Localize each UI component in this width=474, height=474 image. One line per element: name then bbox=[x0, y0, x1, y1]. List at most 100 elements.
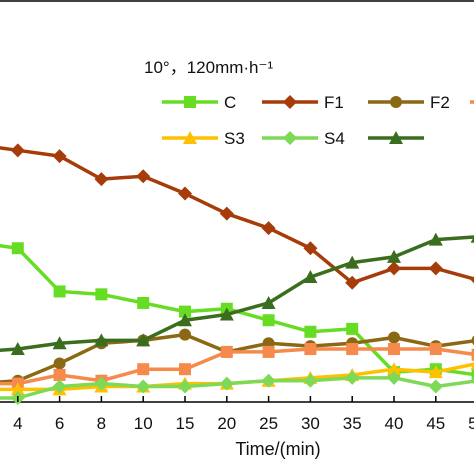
data-point bbox=[304, 325, 317, 338]
data-point bbox=[10, 342, 25, 356]
data-point bbox=[136, 333, 151, 347]
legend-item: S4 bbox=[262, 129, 345, 148]
legend-item bbox=[368, 131, 424, 144]
data-point bbox=[388, 343, 400, 356]
data-point bbox=[428, 379, 443, 394]
series-unlabeled bbox=[0, 232, 474, 356]
data-point bbox=[471, 335, 474, 346]
data-point bbox=[345, 275, 360, 290]
x-tick-label: 6 bbox=[55, 414, 64, 433]
data-point bbox=[346, 343, 359, 356]
data-point bbox=[179, 328, 191, 341]
x-tick-label: 15 bbox=[176, 414, 195, 433]
data-point bbox=[387, 261, 401, 276]
series-f1 bbox=[0, 143, 474, 290]
data-point bbox=[303, 241, 318, 256]
legend-label: S4 bbox=[324, 129, 345, 148]
legend-swatch-marker bbox=[283, 95, 297, 109]
x-axis-title: Time/(min) bbox=[235, 439, 320, 459]
data-point bbox=[136, 379, 151, 394]
data-point bbox=[387, 362, 401, 376]
x-tick-label: 45 bbox=[426, 414, 445, 433]
data-point bbox=[470, 276, 474, 284]
legend-swatch-marker bbox=[390, 96, 402, 108]
data-point bbox=[178, 186, 192, 201]
data-point bbox=[471, 368, 474, 381]
series-line bbox=[0, 235, 474, 353]
x-tick-label: 8 bbox=[97, 414, 106, 433]
data-point bbox=[304, 343, 317, 356]
data-point bbox=[219, 206, 234, 221]
data-point bbox=[178, 313, 192, 327]
series-layer bbox=[0, 143, 474, 405]
data-point bbox=[95, 288, 108, 301]
data-point bbox=[429, 343, 442, 356]
data-point bbox=[53, 368, 66, 381]
data-point bbox=[346, 322, 359, 335]
data-point bbox=[261, 295, 276, 309]
data-point bbox=[10, 382, 25, 396]
series-line bbox=[0, 146, 474, 285]
legend-label: C bbox=[224, 93, 236, 112]
plot-frame bbox=[0, 0, 474, 403]
legend-item: F2 bbox=[368, 93, 450, 112]
data-point bbox=[137, 363, 150, 376]
data-point bbox=[53, 357, 66, 370]
x-tick-label: 30 bbox=[301, 414, 320, 433]
legend-label: F1 bbox=[324, 93, 344, 112]
x-tick-label: 10 bbox=[134, 414, 153, 433]
data-point bbox=[11, 242, 24, 255]
x-tick-label: 25 bbox=[259, 414, 278, 433]
legend-item: C bbox=[162, 93, 236, 112]
data-point bbox=[219, 376, 234, 391]
data-point bbox=[220, 345, 233, 358]
data-point bbox=[345, 255, 360, 269]
data-point bbox=[387, 249, 401, 263]
chart-title: 10°，120mm·h⁻¹ bbox=[144, 58, 273, 77]
x-tick-label: 35 bbox=[343, 414, 362, 433]
data-point bbox=[470, 363, 474, 370]
data-point bbox=[52, 379, 67, 394]
data-point bbox=[137, 296, 150, 309]
data-point bbox=[179, 305, 191, 318]
data-point bbox=[261, 373, 276, 388]
data-point bbox=[428, 261, 443, 276]
series-line bbox=[0, 244, 474, 377]
data-point bbox=[136, 169, 151, 184]
x-tick-label: 20 bbox=[217, 414, 236, 433]
data-point bbox=[261, 221, 276, 236]
data-point bbox=[387, 370, 401, 385]
data-point bbox=[470, 236, 474, 243]
data-point bbox=[53, 285, 66, 298]
legend-swatch-marker bbox=[184, 96, 196, 108]
legend-label: F2 bbox=[430, 93, 450, 112]
legend-item: F1 bbox=[262, 93, 344, 112]
x-tick-label: 40 bbox=[385, 414, 404, 433]
data-point bbox=[388, 331, 400, 344]
data-point bbox=[428, 232, 443, 246]
legend-swatch-marker bbox=[283, 131, 297, 145]
data-point bbox=[94, 172, 109, 187]
data-point bbox=[178, 379, 192, 394]
legend-item: S3 bbox=[162, 129, 245, 148]
x-tick-label: 4 bbox=[13, 414, 22, 433]
data-point bbox=[262, 345, 275, 358]
data-point bbox=[52, 149, 67, 164]
data-point bbox=[94, 333, 109, 347]
data-point bbox=[52, 336, 67, 350]
data-point bbox=[179, 363, 191, 376]
data-point bbox=[303, 270, 318, 284]
data-point bbox=[303, 373, 318, 388]
data-point bbox=[471, 348, 474, 361]
data-point bbox=[470, 377, 474, 385]
data-point bbox=[428, 365, 443, 379]
data-point bbox=[10, 143, 25, 158]
legend-item: S2 bbox=[470, 100, 474, 104]
data-point bbox=[345, 370, 360, 385]
legend-label: S3 bbox=[224, 129, 245, 148]
x-axis: 2468101520253035404550 bbox=[13, 396, 474, 433]
data-point bbox=[94, 376, 109, 391]
x-tick-label: 50 bbox=[468, 414, 474, 433]
legend-swatch-marker bbox=[389, 131, 403, 144]
